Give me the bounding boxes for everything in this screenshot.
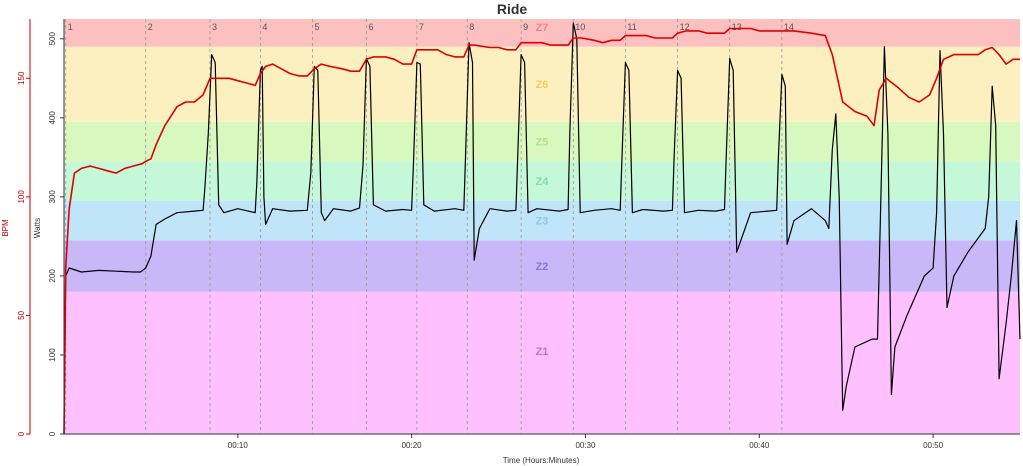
zone-label-z7: Z7 xyxy=(536,22,549,34)
power-tick-label: 400 xyxy=(48,111,57,125)
zone-band-z6 xyxy=(64,46,1020,122)
zone-label-z3: Z3 xyxy=(536,216,549,228)
hr-tick-label: 150 xyxy=(17,71,26,85)
zone-label-z4: Z4 xyxy=(536,176,550,188)
interval-label-5: 5 xyxy=(315,22,320,32)
x-tick-label: 00:40 xyxy=(749,441,770,450)
heart-rate-line xyxy=(63,27,1020,435)
interval-label-12: 12 xyxy=(680,22,690,32)
zone-label-z5: Z5 xyxy=(536,137,549,149)
y-axis-label-power: Watts xyxy=(33,218,42,238)
interval-markers: 1 2 3 4 5 6 7 8 9 10 11 12 13 14 xyxy=(65,19,794,434)
zone-label-z2: Z2 xyxy=(536,261,549,273)
hr-tick-label: 100 xyxy=(17,190,26,204)
power-tick-label: 500 xyxy=(48,32,57,46)
axes: 0 100 200 300 400 500 0 50 100 150 00:10 00:20 00:30… xyxy=(17,19,1020,450)
interval-label-3: 3 xyxy=(212,22,217,32)
x-tick-label: 00:30 xyxy=(575,441,596,450)
x-axis-label: Time (Hours:Minutes) xyxy=(503,456,580,465)
interval-label-9: 9 xyxy=(523,22,528,32)
zone-band-z3 xyxy=(64,200,1020,241)
zone-labels: Z1 Z2 Z3 Z4 Z5 Z6 Z7 xyxy=(536,22,550,358)
zone-band-z4 xyxy=(64,161,1020,201)
interval-label-10: 10 xyxy=(575,22,585,32)
zone-label-z1: Z1 xyxy=(536,346,549,358)
zone-band-z1 xyxy=(64,291,1020,434)
interval-label-4: 4 xyxy=(262,22,267,32)
power-tick-label: 0 xyxy=(48,431,57,436)
interval-label-6: 6 xyxy=(368,22,373,32)
power-tick-label: 300 xyxy=(48,190,57,204)
interval-label-1: 1 xyxy=(68,22,73,32)
interval-label-8: 8 xyxy=(469,22,474,32)
hr-tick-label: 50 xyxy=(17,310,26,319)
interval-label-14: 14 xyxy=(784,22,794,32)
y-axis-label-hr: BPM xyxy=(1,219,10,237)
hr-tick-label: 0 xyxy=(17,431,26,436)
interval-label-2: 2 xyxy=(148,22,153,32)
power-line xyxy=(63,22,1021,435)
power-tick-label: 200 xyxy=(48,269,57,283)
zone-band-z2 xyxy=(64,240,1020,292)
power-tick-label: 100 xyxy=(48,348,57,362)
zone-label-z6: Z6 xyxy=(536,79,549,91)
zone-bands xyxy=(64,19,1020,434)
x-tick-label: 00:10 xyxy=(228,441,249,450)
x-tick-label: 00:20 xyxy=(402,441,423,450)
zone-band-z5 xyxy=(64,121,1020,162)
series-lines xyxy=(63,22,1021,435)
x-tick-label: 00:50 xyxy=(923,441,944,450)
interval-label-11: 11 xyxy=(627,22,636,32)
chart-title: Ride xyxy=(497,1,528,17)
interval-label-7: 7 xyxy=(419,22,424,32)
interval-label-13: 13 xyxy=(732,22,742,32)
